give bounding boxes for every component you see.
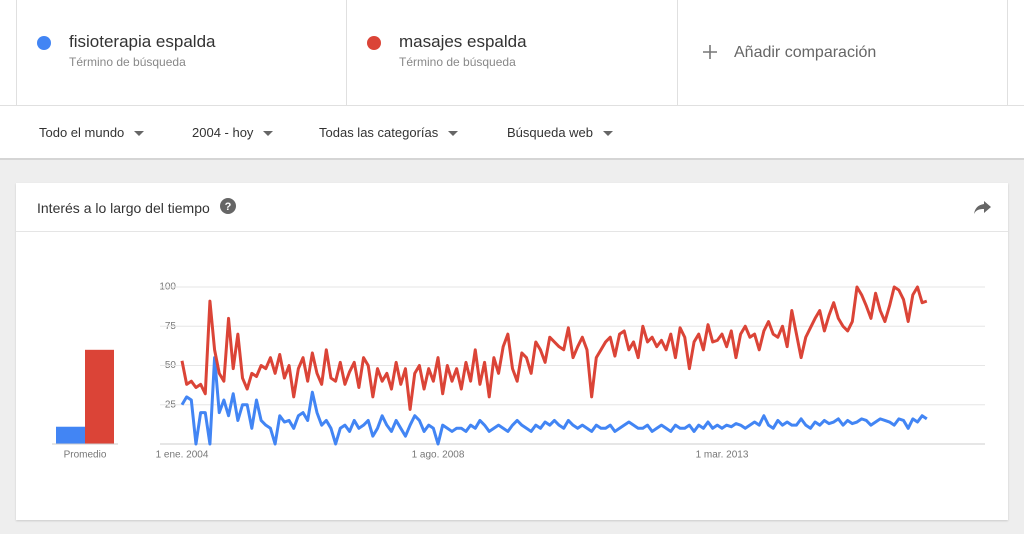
svg-text:?: ? [225, 201, 232, 213]
card-divider [16, 231, 1008, 232]
term-name: fisioterapia espalda [69, 32, 216, 51]
x-tick-label: 1 ene. 2004 [156, 450, 209, 461]
x-tick-label: 1 ago. 2008 [412, 450, 465, 461]
term-color-dot [37, 36, 51, 50]
term-subtitle: Término de búsqueda [399, 55, 516, 69]
bar [85, 349, 114, 444]
term-subtitle: Término de búsqueda [69, 55, 186, 69]
trend-line [180, 356, 928, 446]
plus-icon [703, 45, 717, 59]
term-color-dot [367, 36, 381, 50]
term-card[interactable]: fisioterapia espalda Término de búsqueda [16, 0, 347, 105]
search-terms-bar: fisioterapia espalda Término de búsqueda… [0, 0, 1024, 105]
add-comparison[interactable]: Añadir comparación [677, 0, 1008, 105]
help-icon[interactable]: ? [220, 198, 236, 214]
trend-line [180, 285, 928, 411]
filter-dropdown[interactable]: Todas las categorías [319, 125, 458, 140]
filter-dropdown[interactable]: Búsqueda web [507, 125, 613, 140]
filter-bar: Todo el mundo 2004 - hoy Todas las categ… [0, 105, 1024, 160]
x-tick-label: Promedio [64, 450, 107, 461]
share-icon[interactable] [974, 201, 992, 215]
add-comparison-label: Añadir comparación [734, 44, 877, 61]
card-title: Interés a lo largo del tiempo [37, 200, 210, 216]
term-name: masajes espalda [399, 32, 527, 51]
filter-dropdown[interactable]: 2004 - hoy [192, 125, 273, 140]
term-card[interactable]: masajes espalda Término de búsqueda [346, 0, 678, 105]
x-tick-label: 1 mar. 2013 [696, 450, 749, 461]
filter-dropdown[interactable]: Todo el mundo [39, 125, 144, 140]
bar [56, 426, 85, 444]
interest-card: Interés a lo largo del tiempo ? [16, 183, 1008, 520]
